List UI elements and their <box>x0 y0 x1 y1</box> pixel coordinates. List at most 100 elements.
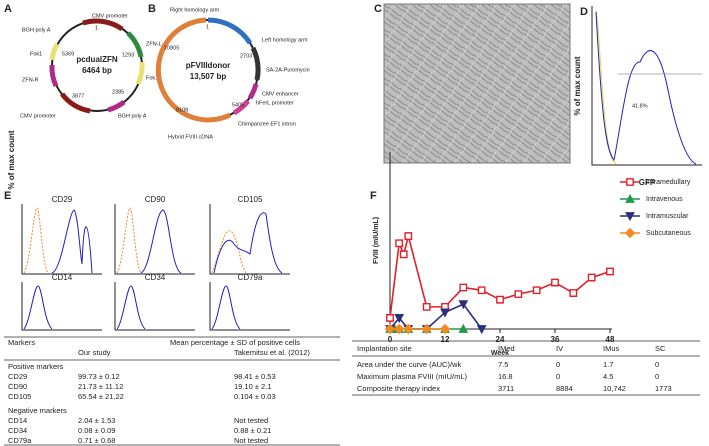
data-point <box>626 178 634 186</box>
legend-label: Intramuscular <box>646 213 689 220</box>
panel-label: D <box>580 6 588 18</box>
y-axis-label: FVIII (mIU/mL) <box>373 217 380 264</box>
table-header: IMus <box>603 344 620 353</box>
data-point <box>625 212 635 222</box>
x-tick-label: 12 <box>441 335 450 344</box>
data-point <box>496 295 504 304</box>
table-header: Implantation site <box>357 344 412 353</box>
feature-label: SA-2A-Puromycin <box>266 67 310 73</box>
table-cell: 99.73 ± 0.12 <box>78 372 120 381</box>
data-point <box>551 278 559 287</box>
table-cell: 0 <box>556 372 560 381</box>
table-header: Markers <box>8 338 35 347</box>
position-label: 10805 <box>164 45 179 51</box>
data-point <box>476 325 487 335</box>
data-point <box>404 232 413 240</box>
position-label: 8108 <box>176 107 188 113</box>
table-cell: 16.8 <box>498 372 513 381</box>
feature-label: Left homology arm <box>262 37 308 43</box>
data-point <box>395 239 404 248</box>
data-point <box>625 193 635 203</box>
position-label: 3877 <box>72 93 84 99</box>
feature-label: Right homology arm <box>170 7 220 13</box>
table-cell: CD14 <box>8 416 27 425</box>
table-cell: 10,742 <box>603 384 626 393</box>
table-cell: 0.104 ± 0.03 <box>234 392 276 401</box>
position-label: 1 <box>206 24 209 30</box>
table-cell: 0.08 ± 0.09 <box>78 426 115 435</box>
table-cell: 0.71 ± 0.68 <box>78 436 115 445</box>
position-label: 2703 <box>240 53 252 59</box>
feature-label: ZFN-L <box>146 41 162 47</box>
data-point <box>458 300 469 310</box>
table-cell: 2.04 ± 1.53 <box>78 416 115 425</box>
data-point <box>477 286 486 295</box>
legend-label: Intravenous <box>646 196 683 203</box>
table-cell: 0 <box>655 372 659 381</box>
feature-label: BGH poly A <box>22 27 51 33</box>
table-header: Mean percentage ± SD of positive cells <box>170 338 300 347</box>
panel-label: E <box>4 190 11 202</box>
marker-table: Markers Mean percentage ± SD of positive… <box>4 336 340 446</box>
table-cell: 0 <box>655 360 659 369</box>
y-axis-label: % of max count <box>573 56 582 115</box>
table-cell: 8884 <box>556 384 573 393</box>
microscopy-image <box>383 3 571 164</box>
data-point <box>587 273 596 282</box>
data-point <box>386 314 394 322</box>
plot-title: CD90 <box>145 195 166 204</box>
table-cell: 0.88 ± 0.21 <box>234 426 271 435</box>
feature-label: Hybrid FVIII cDNA <box>168 134 213 140</box>
data-point <box>394 314 405 324</box>
plot-title: CD105 <box>238 195 263 204</box>
feature-label: Chimpanzee EF1 intron <box>238 121 296 127</box>
table-cell: Not tested <box>234 416 268 425</box>
x-tick-label: 24 <box>496 335 505 344</box>
legend-label: Subcutaneous <box>646 230 691 237</box>
position-label: 5369 <box>62 51 74 57</box>
plasmid-a: pcdualZFN 6464 bp CMV promoter ZFN-L Fok… <box>20 13 162 119</box>
x-axis-label: GFP <box>639 178 656 187</box>
table-header: SC <box>655 344 666 353</box>
table-cell: Not tested <box>234 436 268 445</box>
panel-label: F <box>370 190 377 202</box>
position-label: 5405 <box>232 102 244 108</box>
plot-title: CD34 <box>145 273 166 282</box>
table-header: IV <box>556 344 563 353</box>
data-point <box>399 250 408 259</box>
table-cell: CD105 <box>8 392 31 401</box>
y-axis-label: % of max count <box>7 130 16 189</box>
data-point <box>459 283 468 292</box>
position-label: 2385 <box>112 89 124 95</box>
data-point <box>532 286 541 295</box>
feature-label: Fok1 <box>30 51 42 57</box>
x-tick-label: 36 <box>551 335 560 344</box>
table-cell: 1.7 <box>603 360 613 369</box>
table-cell: 21.73 ± 11.12 <box>78 382 123 391</box>
gate-label: 41.8% <box>632 103 648 109</box>
data-point <box>439 323 451 335</box>
data-point <box>384 323 396 335</box>
histograms-e: % of max count CD29 CD90 CD105 CD14 CD34 <box>7 130 290 331</box>
data-point <box>403 323 414 335</box>
table-subheader: Takemitsu et al. (2012) <box>234 348 310 357</box>
feature-label: CMV promoter <box>92 13 128 19</box>
panel-label: A <box>4 3 12 15</box>
plot-title: CD79a <box>238 273 263 282</box>
data-point <box>606 267 614 276</box>
table-cell: 1773 <box>655 384 672 393</box>
plot-title: CD14 <box>52 273 73 282</box>
group-title: Negative markers <box>8 406 67 415</box>
feature-label: Fok1 <box>146 75 158 81</box>
feature-label: CMV promoter <box>20 113 56 119</box>
table-cell: 4.5 <box>603 372 613 381</box>
table-cell: 0 <box>556 360 560 369</box>
legend-label: Intramedullary <box>646 179 691 186</box>
table-cell: CD90 <box>8 382 27 391</box>
data-point <box>422 302 431 311</box>
data-point <box>514 290 523 299</box>
plasmid-size: 6464 bp <box>82 66 112 75</box>
plasmid-name: pFVIIIdonor <box>186 61 230 70</box>
data-point <box>624 227 636 239</box>
